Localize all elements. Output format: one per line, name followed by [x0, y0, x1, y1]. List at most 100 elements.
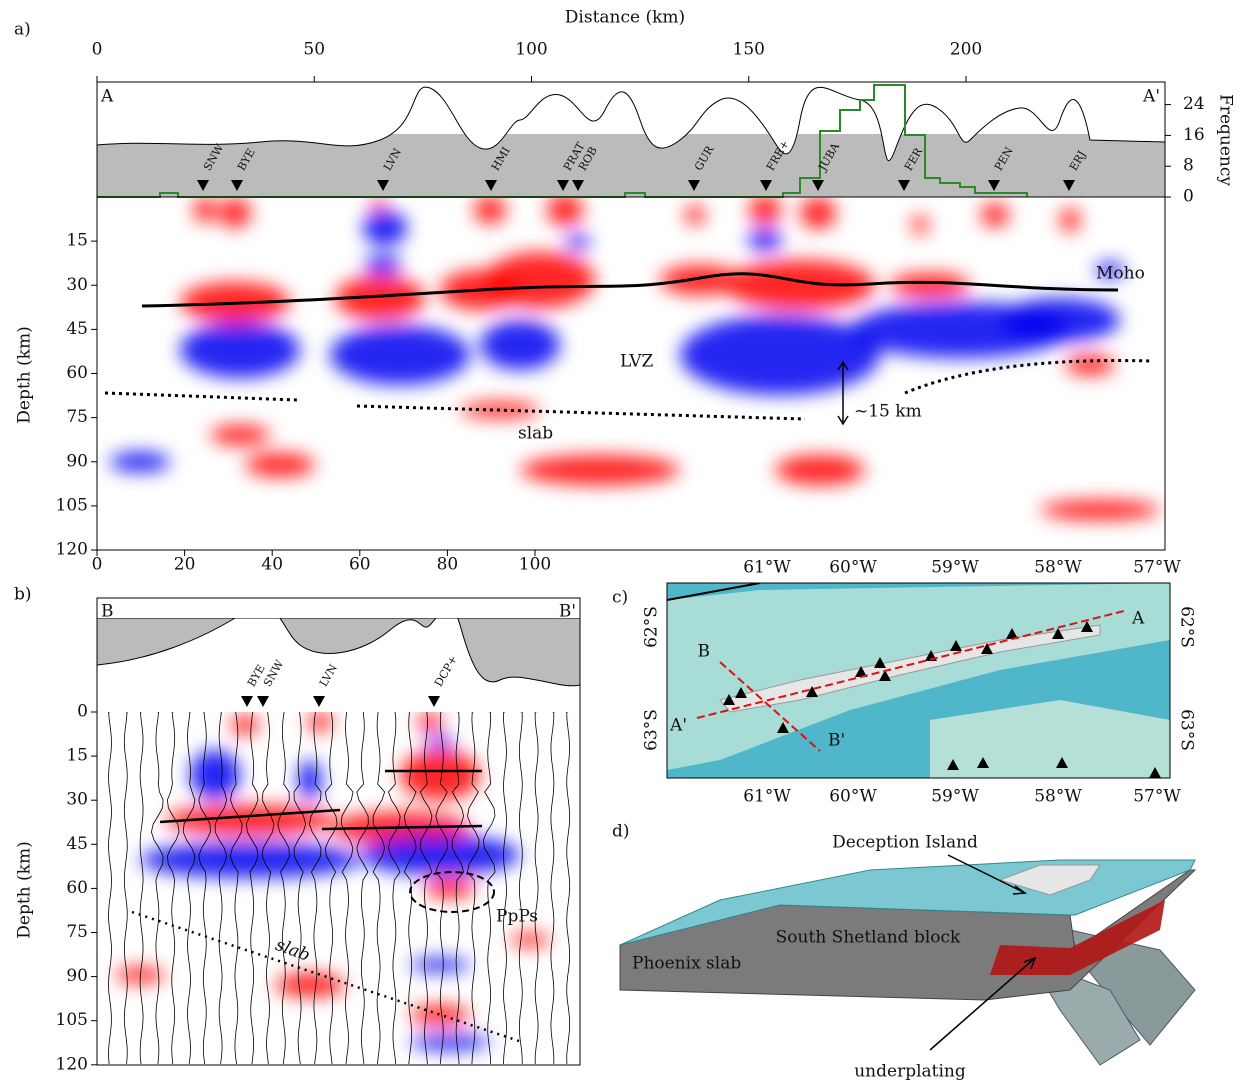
- station: [313, 696, 325, 707]
- blob: [474, 196, 506, 224]
- topography: [97, 607, 580, 686]
- blob: [330, 325, 470, 385]
- trace: [535, 712, 538, 1064]
- tick-label: 80: [437, 555, 459, 575]
- panel-label: a): [14, 20, 31, 40]
- corner-label: B: [101, 602, 114, 622]
- profile-label: B': [828, 731, 845, 751]
- blob: [912, 215, 928, 235]
- station: [241, 696, 253, 707]
- trace: [246, 712, 258, 1064]
- tick-label: 24: [1183, 94, 1205, 114]
- tick-label: 90: [66, 451, 88, 471]
- blob: [190, 750, 240, 800]
- tick-label: 0: [1183, 187, 1194, 207]
- blob: [1060, 208, 1080, 232]
- tick-label: 16: [1183, 125, 1205, 145]
- trace: [278, 712, 290, 1064]
- trace: [341, 712, 353, 1064]
- axis-title: Frequency: [1216, 94, 1236, 186]
- tick-label: 57°W: [1133, 558, 1181, 578]
- trace: [140, 712, 143, 1064]
- blob: [308, 712, 332, 732]
- tick-label: 100: [515, 40, 547, 60]
- blob: [981, 203, 1009, 227]
- map: [667, 583, 1170, 778]
- tick-label: 15: [66, 746, 88, 766]
- profile-label: B: [698, 642, 711, 662]
- tick-label: 58°W: [1034, 558, 1082, 578]
- tick-label: 40: [261, 555, 283, 575]
- tick-label: 150: [733, 40, 765, 60]
- panel-label: d): [612, 822, 630, 842]
- corner-label: B': [559, 602, 576, 622]
- axis-title: Depth (km): [15, 841, 35, 938]
- blob: [231, 715, 259, 735]
- trace: [325, 712, 337, 1064]
- blob: [480, 320, 560, 370]
- annotation: South Shetland block: [776, 928, 961, 948]
- topo-sky: [97, 598, 580, 618]
- tick-label: 60: [349, 555, 371, 575]
- figure: a)Distance (km)050100150200AA'081624Freq…: [0, 0, 1242, 1086]
- trace: [109, 712, 112, 1064]
- image: [109, 712, 570, 1064]
- axis-title: Depth (km): [15, 326, 35, 423]
- blob: [370, 197, 386, 209]
- trace: [567, 712, 570, 1064]
- blob: [410, 1034, 490, 1050]
- blob: [210, 425, 270, 445]
- blob: [566, 234, 590, 250]
- blob: [749, 195, 781, 225]
- blob: [180, 322, 300, 378]
- moho-line: [142, 274, 1118, 306]
- tick-label: 8: [1183, 156, 1194, 176]
- tick-label: 120: [56, 540, 88, 560]
- tick-label: 15: [66, 231, 88, 251]
- slab-line: [105, 393, 298, 400]
- blob: [1065, 355, 1115, 375]
- blob: [1040, 500, 1160, 520]
- tick-label: 90: [66, 966, 88, 986]
- tick-label: 60: [66, 363, 88, 383]
- tick-label: 45: [66, 834, 88, 854]
- tick-label: 120: [56, 1054, 88, 1074]
- tick-label: 200: [950, 40, 982, 60]
- tick-label: 62°S: [642, 606, 662, 648]
- trace: [151, 712, 163, 1064]
- blob: [510, 933, 550, 947]
- tick-label: 57°W: [1133, 787, 1181, 807]
- tick-label: 63°S: [642, 709, 662, 751]
- tick-label: 30: [66, 275, 88, 295]
- blob: [426, 736, 454, 748]
- blob: [363, 210, 407, 246]
- annotation: slab: [518, 424, 553, 444]
- tick-label: 0: [92, 555, 103, 575]
- annotation: underplating: [854, 1062, 966, 1082]
- tick-label: 75: [66, 407, 88, 427]
- trace: [388, 712, 400, 1064]
- trace: [373, 712, 385, 1064]
- blob: [680, 315, 880, 395]
- tick-label: 59°W: [931, 558, 979, 578]
- tick-label: 60°W: [829, 558, 877, 578]
- trace: [167, 712, 179, 1064]
- corner-label: A': [1142, 87, 1160, 107]
- blob: [360, 835, 520, 875]
- blob: [110, 452, 170, 472]
- tick-label: 0: [92, 40, 103, 60]
- tick-label: 50: [303, 40, 325, 60]
- annotation: PpPs: [496, 907, 538, 927]
- blob: [410, 958, 470, 972]
- tick-label: 20: [174, 555, 196, 575]
- station: [257, 696, 269, 707]
- station-label: LVN: [317, 662, 340, 689]
- station-label: DCP+: [432, 653, 460, 689]
- blob: [193, 198, 217, 222]
- blob: [418, 712, 442, 732]
- tick-label: 59°W: [931, 787, 979, 807]
- trace: [262, 712, 274, 1064]
- tick-label: 61°W: [743, 787, 791, 807]
- blob: [520, 455, 680, 485]
- blob: [460, 402, 540, 418]
